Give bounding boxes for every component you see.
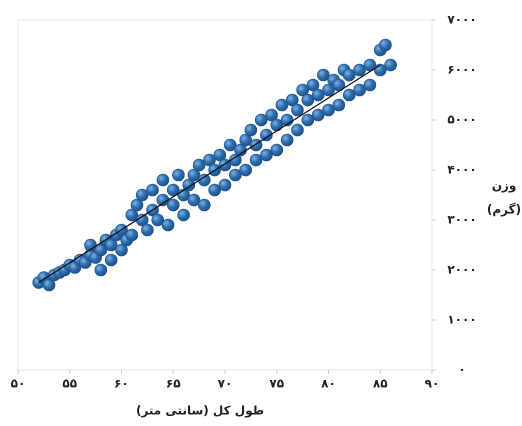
x-tick-label: ۷۰ — [218, 377, 233, 391]
y-axis-label: (گرم) — [487, 203, 521, 218]
point — [239, 133, 252, 147]
point — [285, 93, 299, 107]
point — [275, 98, 289, 112]
point — [306, 78, 320, 92]
point — [146, 183, 159, 197]
point — [229, 153, 242, 167]
plot-frame — [17, 19, 433, 371]
y-axis-label: وزن — [492, 179, 517, 194]
point — [353, 63, 366, 77]
point — [270, 143, 284, 157]
point — [342, 88, 356, 102]
point — [280, 133, 294, 147]
point — [223, 138, 237, 152]
point — [311, 88, 325, 102]
point — [187, 168, 201, 182]
point — [203, 153, 216, 167]
point — [192, 158, 206, 172]
point — [249, 153, 263, 167]
point — [166, 183, 180, 197]
point — [125, 208, 139, 222]
point — [229, 168, 242, 182]
point — [291, 123, 304, 137]
point — [187, 193, 201, 207]
point — [135, 188, 149, 202]
y-tick-label: ۰ — [458, 363, 465, 377]
point — [265, 108, 278, 122]
point — [317, 68, 330, 82]
x-tick-label: ۵۰ — [11, 377, 26, 391]
point — [254, 113, 268, 127]
point — [182, 178, 196, 192]
point — [130, 198, 144, 212]
point — [322, 83, 335, 97]
point — [311, 108, 325, 122]
point — [384, 58, 397, 72]
point — [363, 78, 377, 92]
point — [260, 148, 273, 162]
point — [156, 173, 170, 187]
point — [353, 83, 366, 97]
point — [296, 83, 309, 97]
point — [141, 223, 154, 237]
x-tick-label: ۷۵ — [269, 377, 284, 391]
x-tick-label: ۵۵ — [62, 377, 77, 391]
point — [213, 148, 227, 162]
point — [342, 68, 356, 82]
point — [379, 38, 392, 52]
point — [177, 208, 190, 222]
point — [104, 253, 118, 267]
point — [239, 163, 252, 177]
point — [244, 123, 258, 137]
point — [198, 173, 211, 187]
point — [208, 183, 221, 197]
x-tick-label: ۹۰ — [425, 377, 440, 391]
x-tick-label: ۸۵ — [373, 377, 388, 391]
point — [151, 213, 165, 227]
point — [94, 243, 108, 257]
y-tick-label: ۱۰۰۰ — [447, 313, 476, 327]
x-axis-label: طول کل (سانتی متر) — [136, 404, 264, 419]
point — [301, 113, 315, 127]
point — [301, 93, 315, 107]
point — [125, 228, 139, 242]
y-tick-label: ۶۰۰۰ — [447, 63, 476, 77]
point — [332, 98, 346, 112]
point — [218, 178, 232, 192]
point — [94, 263, 108, 277]
point — [322, 103, 335, 117]
y-tick-label: ۲۰۰۰ — [447, 263, 476, 277]
x-tick-label: ۶۵ — [166, 377, 181, 391]
y-tick-label: ۳۰۰۰ — [447, 213, 476, 227]
x-tick-label: ۶۰ — [114, 377, 129, 391]
y-tick-label: ۷۰۰۰ — [447, 13, 476, 27]
point — [291, 103, 304, 117]
trend-line — [38, 64, 381, 284]
x-tick-label: ۸۰ — [321, 377, 336, 391]
point — [260, 128, 273, 142]
y-tick-label: ۵۰۰۰ — [447, 113, 476, 127]
point — [198, 198, 211, 212]
point — [104, 238, 118, 252]
point — [42, 278, 56, 292]
point — [166, 198, 180, 212]
y-tick-label: ۴۰۰۰ — [447, 163, 476, 177]
point — [161, 218, 175, 232]
point — [115, 243, 128, 257]
point — [172, 168, 185, 182]
